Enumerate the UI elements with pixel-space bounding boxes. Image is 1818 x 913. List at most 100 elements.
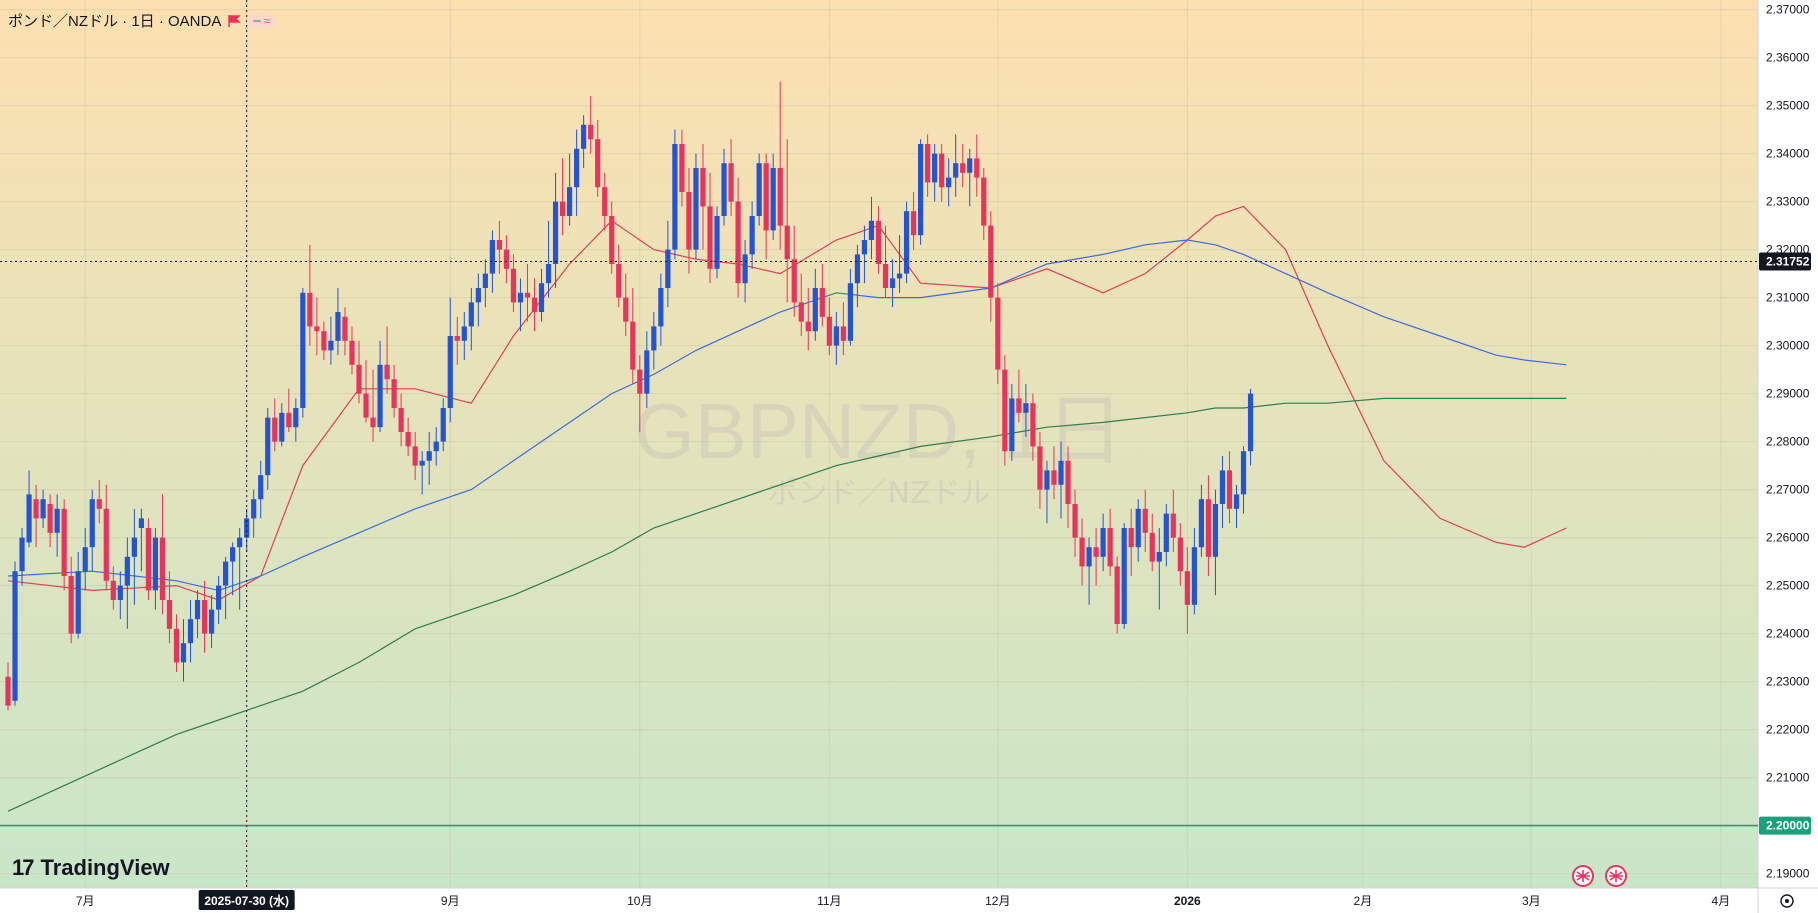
flag-icon[interactable] — [227, 14, 242, 28]
candle-body — [630, 321, 636, 370]
crosshair-date-text[interactable]: 2025-07-30 (水) — [204, 893, 289, 908]
candle-body — [756, 163, 762, 216]
candle — [1114, 556, 1120, 634]
candle-body — [840, 326, 846, 341]
candle-body — [300, 292, 306, 408]
candle-body — [686, 192, 692, 250]
candle — [1191, 528, 1197, 615]
candle-body — [110, 580, 116, 600]
candle — [124, 537, 130, 629]
candle-body — [145, 528, 151, 591]
candle-body — [910, 211, 917, 236]
candle-body — [237, 537, 243, 548]
candle-body — [321, 331, 327, 351]
price-tick-label[interactable]: 2.36000 — [1766, 51, 1810, 65]
moving-average-line-1 — [7, 205, 1567, 601]
candle — [321, 321, 327, 360]
price-tick-label[interactable]: 2.21000 — [1766, 771, 1810, 785]
price-tick-label[interactable]: 2.34000 — [1766, 147, 1810, 161]
price-tick-label[interactable]: 2.30000 — [1766, 339, 1810, 353]
time-axis[interactable]: 7月 2025-07-30 (水) 9月 10月 11月 12月 2026 2月 3月 4月 — [76, 890, 1730, 910]
crosshair-price-label[interactable]: 2.31752 — [1759, 252, 1811, 271]
candle-body — [180, 643, 187, 663]
candle-body — [735, 201, 741, 284]
candle — [875, 206, 882, 274]
price-tick-label[interactable]: 2.29000 — [1766, 387, 1810, 401]
candle-body — [1240, 451, 1247, 495]
symbol-title[interactable]: ポンド／NZドル · 1日 · OANDA — [8, 13, 222, 30]
candle-body — [1051, 470, 1057, 485]
time-tick-label[interactable]: 9月 — [441, 894, 460, 908]
candle-body — [1156, 552, 1162, 562]
uk-flag-event-icon[interactable] — [1605, 865, 1627, 887]
candle-body — [995, 297, 1001, 370]
time-tick-label[interactable]: 2026 — [1174, 894, 1201, 908]
settings-gear-icon[interactable] — [1780, 894, 1794, 908]
candle — [714, 206, 720, 279]
candle-body — [700, 168, 706, 207]
candle — [138, 508, 144, 572]
crosshair-date-label[interactable]: 2025-07-30 (水) — [198, 890, 295, 910]
candle — [89, 489, 95, 572]
candle — [644, 331, 650, 408]
candle-body — [854, 254, 861, 284]
event-markers[interactable] — [1572, 865, 1627, 887]
price-tick-label[interactable]: 2.37000 — [1766, 3, 1810, 17]
tradingview-logo[interactable]: 17 TradingView — [12, 855, 170, 881]
time-tick-label[interactable]: 3月 — [1522, 894, 1541, 908]
chart-legend[interactable]: ポンド／NZドル · 1日 · OANDA ━ ≈ — [8, 10, 277, 31]
time-tick-label[interactable]: 4月 — [1712, 894, 1731, 908]
candle-body — [272, 417, 278, 442]
time-tick-label[interactable]: 7月 — [76, 894, 95, 908]
uk-flag-event-icon[interactable] — [1572, 865, 1594, 887]
price-tick-label[interactable]: 2.24000 — [1766, 627, 1810, 641]
minus-icon[interactable]: ━ — [253, 13, 261, 28]
time-tick-label[interactable]: 12月 — [985, 894, 1010, 908]
candle-body — [1219, 470, 1226, 504]
candle-body — [482, 273, 488, 288]
indicator-toggle-pill[interactable]: ━ ≈ — [247, 12, 277, 29]
price-tick-label[interactable]: 2.19000 — [1766, 867, 1810, 881]
candle — [721, 148, 727, 226]
time-tick-label[interactable]: 2月 — [1354, 894, 1373, 908]
candle — [237, 528, 243, 610]
candle-body — [426, 451, 432, 461]
candle — [623, 273, 629, 336]
candle — [545, 220, 552, 298]
crosshair-price-text[interactable]: 2.31752 — [1766, 255, 1810, 269]
price-tick-label[interactable]: 2.25000 — [1766, 579, 1810, 593]
candle-body — [1226, 470, 1233, 509]
candle-body — [335, 312, 341, 341]
price-tick-label[interactable]: 2.27000 — [1766, 483, 1810, 497]
horizontal-line-price-text[interactable]: 2.20000 — [1766, 819, 1810, 833]
candle — [1023, 384, 1029, 437]
price-tick-label[interactable]: 2.23000 — [1766, 675, 1810, 689]
time-tick-label[interactable]: 10月 — [627, 894, 652, 908]
candle-body — [805, 321, 811, 332]
candle — [749, 201, 755, 269]
price-axis[interactable]: 2.19000 2.20000 2.21000 2.22000 2.23000 2.240… — [1759, 3, 1811, 881]
candle-body — [721, 163, 727, 216]
plot-background — [0, 0, 1758, 888]
candle — [918, 139, 924, 245]
candle — [735, 177, 741, 298]
candle-body — [524, 292, 531, 298]
price-tick-label[interactable]: 2.26000 — [1766, 531, 1810, 545]
candle-body — [1205, 499, 1212, 557]
wave-icon[interactable]: ≈ — [263, 13, 271, 28]
price-tick-label[interactable]: 2.33000 — [1766, 195, 1810, 209]
price-tick-label[interactable]: 2.28000 — [1766, 435, 1810, 449]
horizontal-line-price-label[interactable]: 2.20000 — [1759, 816, 1811, 835]
candle — [1072, 489, 1078, 557]
candle — [847, 268, 853, 346]
candle-body — [581, 124, 587, 149]
price-tick-label[interactable]: 2.22000 — [1766, 723, 1810, 737]
price-tick-label[interactable]: 2.31000 — [1766, 291, 1810, 305]
candle — [559, 158, 566, 236]
candle-body — [342, 316, 348, 341]
candle-body — [230, 547, 236, 562]
time-tick-label[interactable]: 11月 — [817, 894, 841, 908]
price-tick-label[interactable]: 2.35000 — [1766, 99, 1810, 113]
